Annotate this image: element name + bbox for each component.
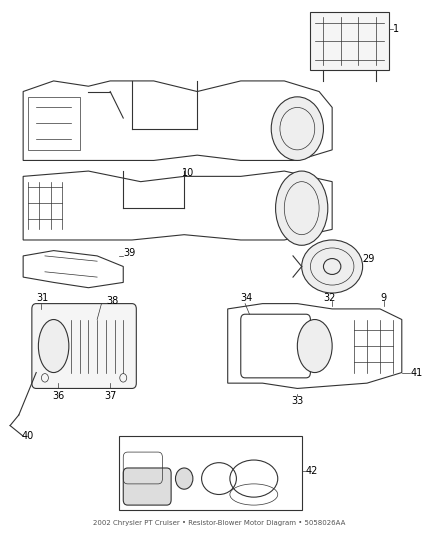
Text: 39: 39 (123, 248, 135, 259)
Text: 33: 33 (291, 397, 304, 406)
Text: 32: 32 (323, 293, 336, 303)
Text: 9: 9 (380, 293, 386, 303)
Text: 31: 31 (36, 293, 49, 303)
Text: 41: 41 (410, 368, 423, 377)
Bar (311, 12, 389, 70)
Text: 38: 38 (106, 296, 118, 306)
Ellipse shape (276, 171, 328, 245)
Bar (28, 97, 80, 150)
FancyBboxPatch shape (123, 468, 171, 505)
Text: 29: 29 (363, 254, 375, 263)
Ellipse shape (39, 319, 69, 373)
Ellipse shape (176, 468, 193, 489)
Text: 1: 1 (393, 25, 399, 35)
Bar (119, 436, 302, 511)
Text: 34: 34 (241, 293, 253, 303)
Ellipse shape (271, 97, 323, 160)
Text: 2002 Chrysler PT Cruiser • Resistor-Blower Motor Diagram • 5058026AA: 2002 Chrysler PT Cruiser • Resistor-Blow… (93, 520, 345, 526)
Text: 42: 42 (306, 466, 318, 475)
Ellipse shape (302, 240, 363, 293)
Ellipse shape (297, 319, 332, 373)
Text: 40: 40 (21, 431, 34, 441)
Text: 36: 36 (52, 391, 64, 401)
FancyBboxPatch shape (32, 304, 136, 389)
Text: 10: 10 (182, 168, 194, 179)
Text: 37: 37 (104, 391, 117, 401)
